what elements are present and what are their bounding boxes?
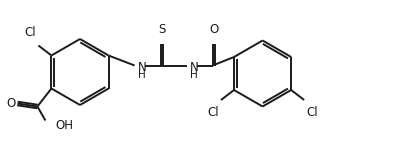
Text: N: N — [137, 61, 146, 74]
Text: H: H — [189, 70, 197, 80]
Text: OH: OH — [55, 119, 73, 132]
Text: N: N — [189, 61, 198, 74]
Text: H: H — [137, 70, 145, 80]
Text: Cl: Cl — [306, 106, 317, 119]
Text: Cl: Cl — [25, 27, 36, 40]
Text: O: O — [209, 24, 217, 36]
Text: S: S — [158, 24, 165, 36]
Text: O: O — [7, 97, 16, 110]
Text: Cl: Cl — [207, 106, 218, 119]
